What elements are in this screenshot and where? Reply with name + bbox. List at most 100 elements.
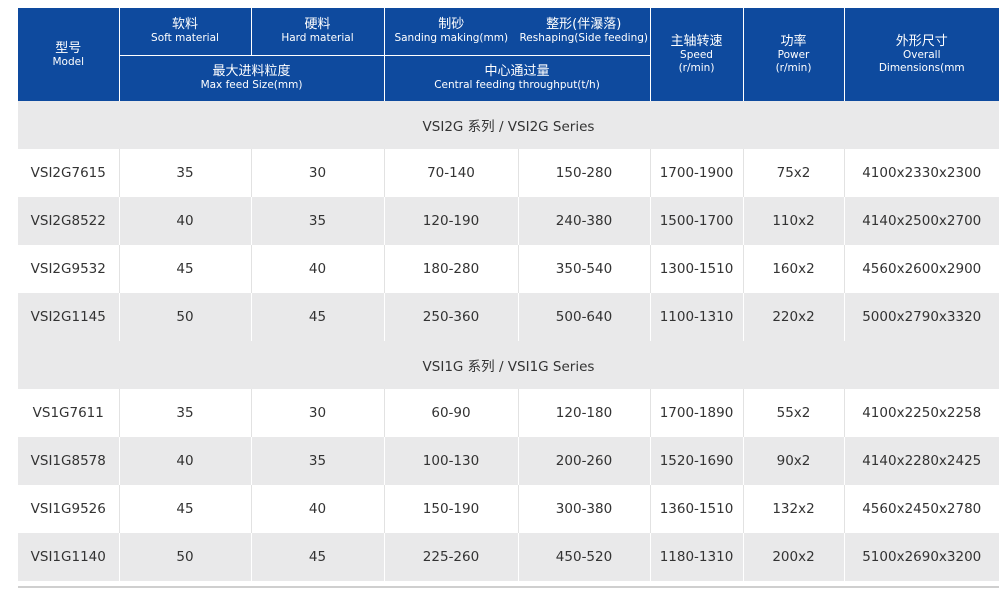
cell-reshape: 350-540: [518, 245, 651, 293]
header-hard: 硬料 Hard material: [251, 8, 385, 56]
table-row: VSI1G1140 50 45 225-260 450-520 1180-1310 200x…: [18, 533, 999, 581]
header-power-zh: 功率: [780, 34, 807, 49]
cell-dim: 4100x2330x2300: [844, 149, 999, 197]
cell-speed: 1700-1900: [650, 149, 744, 197]
section-title: VSI1G 系列 / VSI1G Series: [18, 341, 999, 389]
cell-soft: 50: [119, 533, 252, 581]
header-dim-zh: 外形尺寸: [895, 34, 948, 49]
cell-model: VSI2G8522: [18, 197, 120, 245]
cell-power: 110x2: [743, 197, 845, 245]
cell-model: VSI1G9526: [18, 485, 120, 533]
header-through-zh: 中心通过量: [484, 64, 550, 80]
header-hard-zh: 硬料: [304, 17, 331, 33]
cell-soft: 35: [119, 389, 252, 437]
cell-dim: 4140x2280x2425: [844, 437, 999, 485]
cell-sand: 100-130: [384, 437, 519, 485]
header-sand-en: Sanding making(mm): [394, 32, 509, 45]
cell-soft: 45: [119, 485, 252, 533]
header-dim-en2: Dimensions(mm: [878, 62, 965, 74]
header-sand-zh: 制砂: [438, 17, 465, 33]
cell-model: VS1G7611: [18, 389, 120, 437]
table-row: VSI2G8522 40 35 120-190 240-380 1500-1700 110x…: [18, 197, 999, 245]
header-model-zh: 型号: [55, 40, 82, 56]
cell-reshape: 450-520: [518, 533, 651, 581]
cell-speed: 1700-1890: [650, 389, 744, 437]
table-row: VSI2G7615 35 30 70-140 150-280 1700-1900 75x2 4…: [18, 149, 999, 197]
header-power-en1: Power: [777, 49, 810, 61]
header-through-en: Central feeding throughput(t/h): [434, 79, 600, 92]
cell-sand: 250-360: [384, 293, 519, 341]
cell-sand: 120-190: [384, 197, 519, 245]
table-row: VS1G7611 35 30 60-90 120-180 1700-1890 55x2 410…: [18, 389, 999, 437]
cell-hard: 35: [251, 197, 385, 245]
spec-table: 型号 Model 软料 Soft material 硬料 Hard materi…: [18, 8, 999, 581]
cell-dim: 4100x2250x2258: [844, 389, 999, 437]
cell-power: 160x2: [743, 245, 845, 293]
cell-speed: 1300-1510: [650, 245, 744, 293]
cell-speed: 1180-1310: [650, 533, 744, 581]
header-maxfeed-zh: 最大进料粒度: [212, 64, 291, 80]
header-power: 功率 Power (r/min): [743, 8, 845, 101]
header-speed: 主轴转速 Speed (r/min): [650, 8, 744, 101]
table-row: VSI1G9526 45 40 150-190 300-380 1360-1510 132x…: [18, 485, 999, 533]
cell-soft: 35: [119, 149, 252, 197]
table-body: VSI2G 系列 / VSI2G Series VSI2G7615 35 30 70-1…: [18, 101, 999, 581]
cell-hard: 30: [251, 149, 385, 197]
cell-power: 90x2: [743, 437, 845, 485]
header-reshape: 整形(伴瀑落) Reshaping(Side feeding): [518, 8, 651, 56]
section-title: VSI2G 系列 / VSI2G Series: [18, 101, 999, 149]
cell-power: 220x2: [743, 293, 845, 341]
cell-model: VSI2G7615: [18, 149, 120, 197]
cell-model: VSI2G1145: [18, 293, 120, 341]
cell-reshape: 240-380: [518, 197, 651, 245]
cell-dim: 4560x2600x2900: [844, 245, 999, 293]
cell-model: VSI1G8578: [18, 437, 120, 485]
cell-dim: 5100x2690x3200: [844, 533, 999, 581]
header-reshape-zh: 整形(伴瀑落): [546, 17, 622, 33]
cell-reshape: 500-640: [518, 293, 651, 341]
cell-model: VSI1G1140: [18, 533, 120, 581]
cell-sand: 70-140: [384, 149, 519, 197]
cell-model: VSI2G9532: [18, 245, 120, 293]
header-soft-en: Soft material: [151, 32, 219, 45]
cell-soft: 40: [119, 197, 252, 245]
table-row: VSI2G1145 50 45 250-360 500-640 1100-1310 220x…: [18, 293, 999, 341]
header-soft-zh: 软料: [171, 17, 198, 33]
cell-hard: 30: [251, 389, 385, 437]
cell-hard: 35: [251, 437, 385, 485]
cell-hard: 45: [251, 533, 385, 581]
cell-sand: 150-190: [384, 485, 519, 533]
cell-hard: 40: [251, 245, 385, 293]
cell-soft: 50: [119, 293, 252, 341]
header-row-top: 型号 Model 软料 Soft material 硬料 Hard materi…: [18, 8, 999, 101]
section-header-row: VSI2G 系列 / VSI2G Series: [18, 101, 999, 149]
header-soft: 软料 Soft material: [119, 8, 252, 56]
header-model-en: Model: [52, 55, 85, 68]
section-header-row: VSI1G 系列 / VSI1G Series: [18, 341, 999, 389]
header-maxfeed-en: Max feed Size(mm): [200, 79, 303, 92]
cell-dim: 4140x2500x2700: [844, 197, 999, 245]
header-speed-en2: (r/min): [678, 62, 715, 74]
cell-hard: 40: [251, 485, 385, 533]
table-row: VSI2G9532 45 40 180-280 350-540 1300-1510 160x…: [18, 245, 999, 293]
header-speed-en1: Speed: [680, 49, 713, 61]
header-hard-en: Hard material: [281, 32, 354, 45]
cell-hard: 45: [251, 293, 385, 341]
cell-power: 55x2: [743, 389, 845, 437]
cell-sand: 180-280: [384, 245, 519, 293]
cell-soft: 40: [119, 437, 252, 485]
cell-speed: 1520-1690: [650, 437, 744, 485]
header-model: 型号 Model: [18, 8, 120, 101]
header-maxfeed: 最大进料粒度 Max feed Size(mm): [119, 55, 385, 101]
cell-power: 75x2: [743, 149, 845, 197]
header-dim-en1: Overall: [902, 49, 941, 61]
header-throughput: 中心通过量 Central feeding throughput(t/h): [384, 55, 651, 101]
header-power-en2: (r/min): [775, 62, 812, 74]
cell-power: 200x2: [743, 533, 845, 581]
cell-reshape: 150-280: [518, 149, 651, 197]
table-row: VSI1G8578 40 35 100-130 200-260 1520-1690 90x2…: [18, 437, 999, 485]
cell-sand: 225-260: [384, 533, 519, 581]
cell-dim: 5000x2790x3320: [844, 293, 999, 341]
cell-soft: 45: [119, 245, 252, 293]
